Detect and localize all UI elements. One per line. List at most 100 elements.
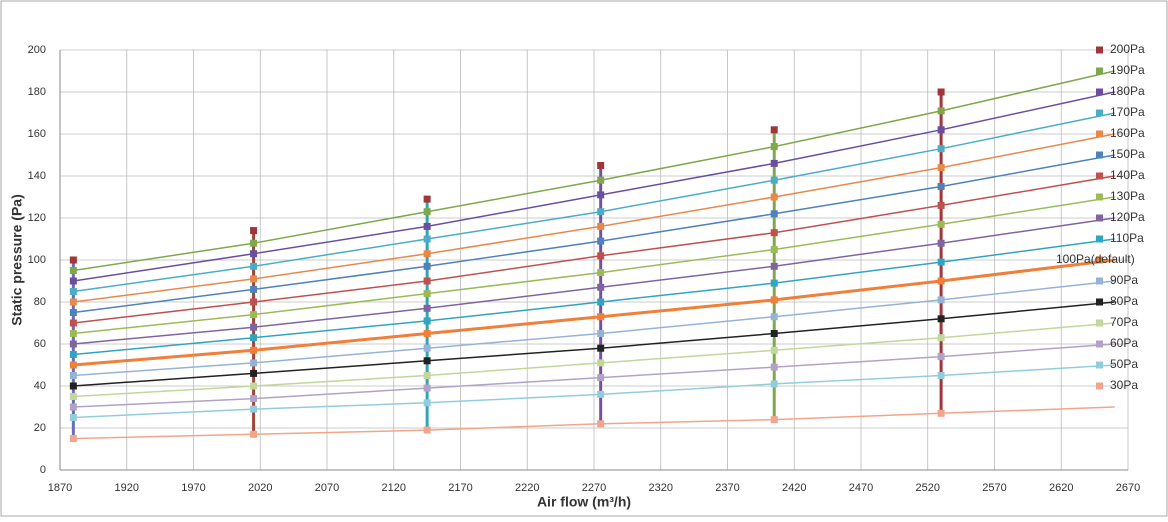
legend-swatch [1096, 277, 1103, 285]
marker [597, 359, 605, 367]
marker [597, 374, 605, 382]
x-tick-label: 2170 [448, 482, 472, 494]
marker [423, 330, 431, 337]
x-tick-label: 2070 [315, 482, 339, 494]
marker [937, 353, 945, 361]
marker [69, 351, 77, 358]
marker [69, 340, 77, 348]
legend-label: 110Pa [1110, 231, 1144, 245]
marker [937, 296, 945, 304]
marker [423, 250, 431, 258]
marker [937, 277, 945, 285]
marker [250, 311, 258, 319]
marker [937, 201, 945, 209]
marker [250, 334, 258, 342]
marker [250, 323, 258, 331]
marker [770, 193, 778, 201]
legend-swatch [1096, 172, 1103, 180]
y-tick-label: 80 [34, 296, 46, 308]
marker [770, 246, 778, 253]
legend-label: 180Pa [1110, 84, 1145, 98]
marker [423, 399, 431, 407]
legend-label: 70Pa [1110, 315, 1138, 329]
marker [770, 346, 778, 354]
marker [937, 258, 945, 266]
marker [69, 267, 77, 274]
legend-swatch [1096, 256, 1103, 264]
x-tick-label: 2120 [382, 482, 406, 494]
marker [770, 363, 778, 371]
marker [69, 319, 77, 327]
legend-label: 30Pa [1110, 378, 1138, 392]
y-tick-label: 60 [34, 338, 46, 350]
marker [250, 405, 258, 413]
marker [423, 372, 431, 379]
legend-swatch [1096, 298, 1103, 306]
marker [770, 262, 778, 270]
marker [423, 235, 431, 243]
y-tick-label: 200 [28, 44, 46, 56]
marker [423, 344, 431, 352]
marker [69, 414, 77, 421]
marker [69, 372, 77, 379]
y-tick-label: 160 [28, 128, 46, 140]
x-tick-label: 2270 [582, 482, 606, 494]
marker [597, 298, 605, 306]
marker [770, 330, 778, 337]
marker [770, 313, 778, 321]
marker [597, 191, 605, 199]
marker [597, 330, 605, 337]
marker [423, 317, 431, 325]
marker [423, 208, 431, 216]
marker [69, 288, 77, 295]
legend-swatch [1096, 361, 1103, 369]
marker [423, 357, 431, 365]
marker [69, 435, 77, 442]
marker [250, 395, 258, 403]
marker [597, 176, 605, 184]
marker [250, 359, 258, 367]
x-axis-label: Air flow (m³/h) [537, 494, 631, 510]
legend-label: 90Pa [1110, 273, 1138, 287]
y-tick-label: 40 [34, 380, 46, 392]
x-tick-label: 1870 [48, 482, 72, 494]
marker [770, 296, 778, 304]
marker [69, 256, 77, 264]
marker [250, 250, 258, 258]
marker [69, 403, 77, 411]
x-tick-label: 2670 [1116, 482, 1140, 494]
x-tick-label: 1920 [115, 482, 139, 494]
marker [250, 262, 258, 270]
legend-swatch [1096, 235, 1103, 243]
marker [597, 313, 605, 321]
legend-label: 190Pa [1110, 63, 1145, 77]
marker [423, 222, 431, 230]
marker [597, 390, 605, 398]
marker [937, 220, 945, 228]
marker [69, 277, 77, 285]
marker [250, 430, 258, 438]
x-tick-label: 2370 [715, 482, 739, 494]
y-tick-label: 120 [28, 212, 46, 224]
marker [597, 237, 605, 245]
marker [250, 382, 258, 390]
x-tick-label: 2570 [982, 482, 1006, 494]
marker [770, 416, 778, 424]
marker [69, 393, 77, 400]
marker [597, 162, 605, 169]
legend-label: 160Pa [1110, 126, 1145, 140]
marker [69, 361, 77, 369]
marker [250, 285, 258, 293]
x-tick-label: 2220 [515, 482, 539, 494]
marker [937, 372, 945, 379]
marker [770, 229, 778, 237]
legend-label: 100Pa(default) [1056, 252, 1135, 266]
y-tick-label: 20 [34, 422, 46, 434]
legend-label: 120Pa [1110, 210, 1145, 224]
marker [770, 159, 778, 167]
marker [770, 126, 778, 134]
marker [770, 279, 778, 287]
marker [597, 222, 605, 230]
marker [937, 315, 945, 323]
